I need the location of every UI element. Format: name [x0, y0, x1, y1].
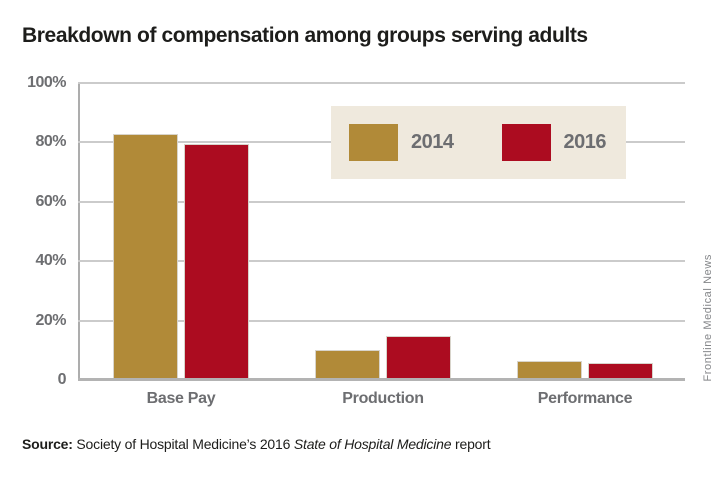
- source-line: Source: Society of Hospital Medicine’s 2…: [22, 436, 491, 452]
- plot-area: [78, 82, 685, 381]
- source-report-title: State of Hospital Medicine: [293, 436, 452, 452]
- chart-title: Breakdown of compensation among groups s…: [22, 24, 588, 47]
- gridline-20: [78, 319, 685, 322]
- legend-swatch-2014: [349, 124, 398, 161]
- y-tick-label-0: 0: [57, 371, 67, 388]
- bar-2014-base-pay: [113, 133, 178, 380]
- gridline-60: [78, 200, 685, 203]
- bar-2016-performance: [588, 363, 653, 380]
- source-label: Source:: [22, 436, 73, 452]
- category-label-performance: Performance: [537, 390, 633, 407]
- y-tick-label-100: 100%: [27, 74, 66, 91]
- legend-item-2016: 2016: [501, 124, 607, 161]
- bar-2014-production: [315, 349, 380, 380]
- x-axis-baseline: [78, 378, 685, 381]
- legend-swatch-2016: [501, 124, 551, 161]
- legend: 2014 2016: [331, 106, 626, 179]
- source-text-after: report: [451, 436, 491, 452]
- bar-2016-production: [386, 336, 451, 380]
- legend-label-2014: 2014: [411, 131, 454, 153]
- legend-item-2014: 2014: [349, 124, 454, 161]
- gridline-40: [78, 260, 685, 263]
- y-axis-line: [78, 83, 80, 380]
- legend-label-2016: 2016: [563, 131, 607, 153]
- bar-2016-base-pay: [184, 144, 249, 380]
- attribution-vertical-text: Frontline Medical News: [702, 254, 714, 382]
- y-tick-label-80: 80%: [35, 133, 66, 151]
- y-tick-label-60: 60%: [35, 192, 66, 210]
- gridline-100: [78, 82, 685, 84]
- source-text-before: Society of Hospital Medicine’s 2016: [72, 436, 294, 452]
- category-label-production: Production: [342, 390, 424, 407]
- category-label-base-pay: Base Pay: [146, 390, 216, 407]
- bar-2014-performance: [517, 361, 582, 380]
- y-tick-label-20: 20%: [35, 311, 66, 329]
- y-tick-label-40: 40%: [35, 252, 66, 270]
